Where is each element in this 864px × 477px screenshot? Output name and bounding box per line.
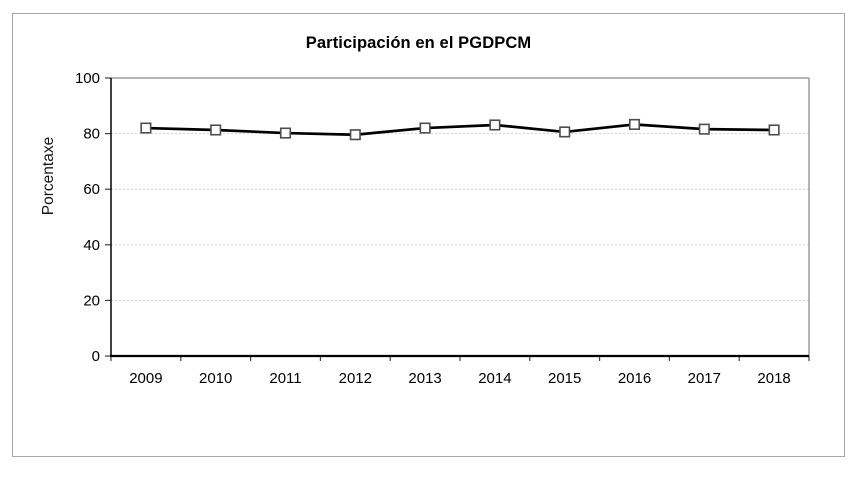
data-point-2011 xyxy=(279,127,292,139)
y-tick-label-20: 20 xyxy=(83,292,100,309)
x-tick-label-2014: 2014 xyxy=(478,370,511,387)
x-tick-label-2012: 2012 xyxy=(339,370,372,387)
y-tick-label-60: 60 xyxy=(83,181,100,198)
x-tick-label-2016: 2016 xyxy=(618,370,651,387)
data-point-2017 xyxy=(698,123,710,135)
x-tick-label-2015: 2015 xyxy=(548,370,581,387)
series-line xyxy=(145,123,775,137)
line-chart-plot-area: 0 20 40 60 80 100 2009 2010 2011 2012 2013 2014 2015… xyxy=(75,70,810,387)
chart-title: Participación en el PGDPCM xyxy=(305,34,532,52)
x-tick-label-2009: 2009 xyxy=(129,370,162,387)
y-tick-label-0: 0 xyxy=(92,348,100,365)
x-tick-label-2018: 2018 xyxy=(757,370,790,387)
y-tick-label-40: 40 xyxy=(83,237,100,254)
data-point-2018 xyxy=(768,124,780,136)
data-point-2015 xyxy=(559,126,571,138)
x-tick-label-2017: 2017 xyxy=(688,370,721,387)
y-tick-label-80: 80 xyxy=(83,126,100,143)
x-tick-label-2010: 2010 xyxy=(199,370,232,387)
data-point-2012 xyxy=(349,129,361,141)
x-tick-label-2011: 2011 xyxy=(269,370,301,387)
data-point-2013 xyxy=(419,122,431,134)
y-tick-label-100: 100 xyxy=(75,70,100,87)
x-tick-label-2013: 2013 xyxy=(408,370,441,387)
data-point-2009 xyxy=(140,122,152,134)
data-point-2010 xyxy=(210,124,222,136)
data-point-2014 xyxy=(489,119,501,131)
data-point-2016 xyxy=(628,118,641,130)
